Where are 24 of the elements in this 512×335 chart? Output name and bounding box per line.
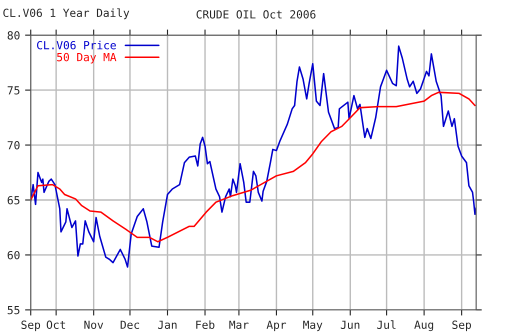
x-tick-label: May	[303, 320, 322, 332]
y-tick-label: 70	[8, 141, 20, 150]
legend-label: CL.V06 Price	[37, 40, 116, 50]
chart-title: CRUDE OIL Oct 2006	[196, 10, 316, 19]
legend-label: 50 Day MA	[57, 52, 116, 64]
x-tick-label: Apr	[266, 320, 286, 332]
x-tick-label: Oct	[46, 320, 66, 329]
y-tick-label: 65	[8, 196, 20, 204]
line-series	[30, 92, 476, 243]
x-tick-label: Mar	[229, 320, 249, 329]
x-tick-label: Sep	[21, 320, 40, 332]
y-tick-label: 55	[8, 306, 20, 314]
chart-subtitle: CL.V06 1 Year Daily	[3, 8, 130, 20]
x-tick-label: Feb	[196, 320, 214, 329]
x-tick-label: Jun	[340, 320, 360, 329]
x-tick-label: Nov	[84, 320, 104, 329]
y-tick-label: 60	[8, 250, 20, 260]
x-tick-label: Dec	[120, 320, 140, 329]
y-tick-label: 80	[8, 31, 20, 40]
x-tick-label: Jul	[377, 320, 396, 329]
x-tick-label: Sep	[452, 320, 471, 332]
y-tick-label: 75	[8, 86, 20, 95]
x-tick-label: Aug	[414, 320, 434, 332]
x-tick-label: Jan	[158, 320, 177, 329]
